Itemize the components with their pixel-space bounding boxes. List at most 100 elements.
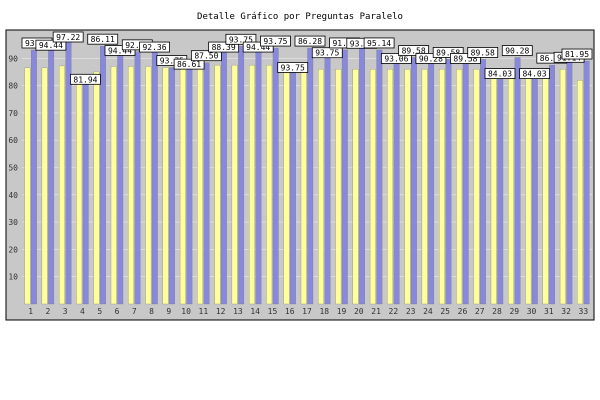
data-label: 86.61	[177, 60, 201, 69]
bar-series-1	[128, 66, 134, 305]
data-label: 91.67	[332, 39, 356, 48]
x-category-label: 3	[63, 307, 68, 316]
bar-series-2	[359, 44, 365, 305]
bar-series-1	[387, 69, 394, 305]
x-category-label: 25	[440, 307, 450, 316]
bar-series-1	[525, 69, 532, 305]
x-category-label: 27	[475, 307, 485, 316]
x-category-label: 14	[250, 307, 260, 316]
x-category-label: 33	[579, 307, 589, 316]
x-category-label: 20	[354, 307, 364, 316]
data-label-box	[294, 35, 326, 47]
x-category-label: 19	[337, 307, 347, 316]
x-category-label: 29	[509, 307, 519, 316]
data-label: 90.28	[419, 54, 443, 63]
data-label: 93.75	[263, 37, 287, 46]
x-category-label: 7	[132, 307, 137, 316]
x-category-label: 6	[115, 307, 120, 316]
data-label: 81.94	[73, 75, 97, 84]
data-label: 93.06	[350, 39, 374, 48]
bar-series-2	[82, 80, 89, 305]
x-axis-categories: 1 2 3 4 5 6 7 8 9 10 11 12 13 14 15 16 17 18 19 20 21 22 23 24 2…	[28, 307, 588, 316]
data-label-box	[208, 41, 240, 53]
x-category-label: 8	[149, 307, 154, 316]
bar-series-2	[100, 46, 106, 305]
bar-series-1	[300, 69, 307, 305]
bar-series-1	[318, 69, 324, 305]
data-label: 86.28	[298, 37, 322, 46]
x-category-label: 11	[199, 307, 209, 316]
bar-series-2	[307, 47, 314, 305]
y-tick-label: 10	[8, 273, 18, 282]
data-label: 97.22	[56, 33, 80, 42]
bar-series-1	[577, 80, 584, 305]
bar-series-1	[456, 69, 463, 305]
data-label: 86.51	[540, 54, 564, 63]
data-label-box	[450, 53, 481, 64]
bar-series-1	[93, 71, 100, 305]
data-label-box	[380, 53, 412, 64]
bar-series-2	[186, 64, 193, 305]
bar-series-2	[48, 46, 55, 305]
data-label-box	[561, 48, 593, 60]
bar-series-1	[352, 69, 359, 305]
data-label: 93.75	[229, 35, 253, 44]
bar-series-2	[428, 59, 435, 305]
data-label: 93.75	[160, 57, 184, 66]
data-label-box	[35, 39, 67, 51]
bar-series-2	[255, 47, 262, 305]
data-label-box	[52, 31, 84, 43]
data-label: 93.75	[315, 49, 339, 58]
data-label-box	[311, 47, 343, 59]
bar-series-2	[376, 49, 383, 305]
x-category-label: 24	[423, 307, 433, 316]
x-category-label: 4	[80, 307, 85, 316]
x-category-label: 1	[28, 307, 33, 316]
bar-series-1	[145, 66, 152, 305]
bar-series-1	[76, 73, 83, 305]
data-label-box	[415, 53, 447, 64]
y-tick-label: 80	[8, 82, 18, 91]
data-label: 81.95	[565, 50, 589, 59]
bar-series-1	[369, 69, 376, 305]
data-label: 93.06	[384, 54, 408, 63]
y-tick-label: 60	[8, 136, 18, 145]
bar-series-1	[24, 67, 31, 305]
data-label: 95.14	[367, 39, 391, 48]
x-category-label: 9	[166, 307, 171, 316]
y-tick-label: 50	[8, 164, 18, 173]
bar-series-1	[335, 69, 342, 305]
data-label: 87.50	[194, 52, 218, 61]
bar-series-1	[179, 69, 186, 305]
bar-series-1	[283, 69, 290, 305]
data-label-box	[190, 50, 222, 62]
bar-series-1	[266, 64, 273, 305]
bar-series-2	[445, 59, 452, 305]
data-label-box	[225, 33, 257, 45]
data-label-box	[398, 45, 430, 56]
data-label-box	[104, 45, 136, 56]
y-tick-label: 40	[8, 191, 18, 200]
data-labels: 93.0494.4497.2281.9486.1194.4492.5092.36…	[21, 31, 593, 85]
data-label-box	[87, 33, 119, 45]
bar-series-2	[272, 47, 279, 305]
data-label-box	[467, 47, 499, 58]
data-label: 92.36	[142, 43, 166, 52]
x-category-label: 31	[544, 307, 554, 316]
bar-series-2	[480, 59, 486, 305]
y-axis-ticks: 10 20 30 40 50 60 70 80 90	[8, 54, 18, 281]
x-category-label: 28	[492, 307, 502, 316]
bar-series-2	[203, 62, 210, 305]
bar-series-2	[514, 57, 521, 305]
bar-series-1	[231, 64, 238, 305]
bar-series-1	[197, 66, 204, 305]
bar-series-1	[473, 69, 480, 305]
x-category-label: 32	[561, 307, 571, 316]
bar-series-1	[41, 67, 48, 305]
data-label-box	[139, 41, 170, 53]
bar-series-1	[59, 65, 65, 305]
bars	[24, 38, 590, 305]
bar-series-2	[393, 59, 400, 305]
chart-title: Detalle Gráfico por Preguntas Paralelo	[197, 12, 403, 22]
data-label: 88.39	[212, 43, 236, 52]
